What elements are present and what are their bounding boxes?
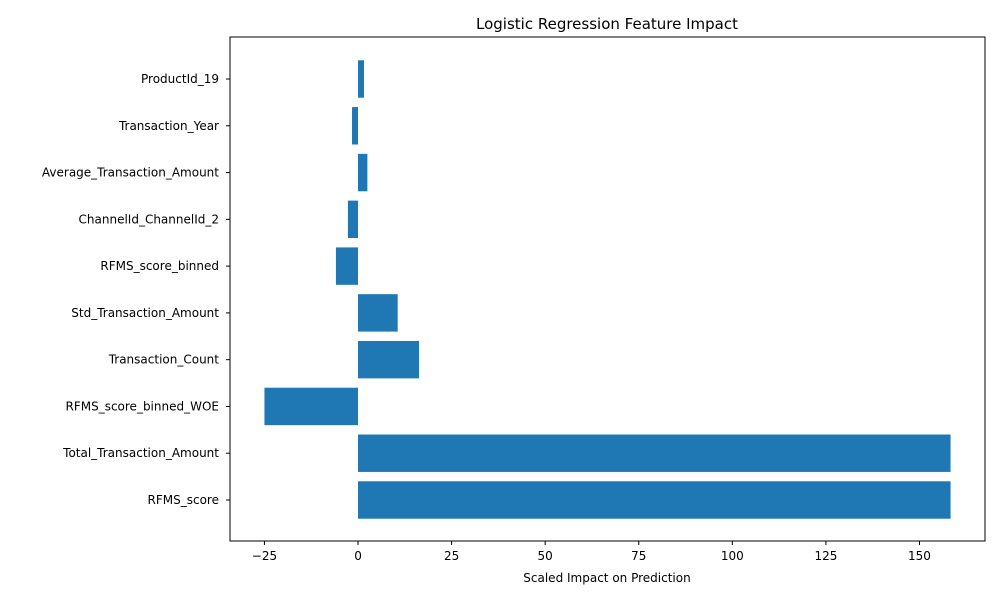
y-tick-label: ChannelId_ChannelId_2 — [79, 212, 219, 226]
bar-rfms-score-binned-woe — [264, 387, 359, 426]
bar-channelid-channelid-2 — [347, 200, 359, 239]
y-tick-label: RFMS_score — [148, 493, 219, 507]
x-tick-label: 150 — [908, 549, 931, 563]
bar-rfms-score-binned — [335, 247, 359, 285]
bar-transaction-year — [352, 107, 359, 145]
y-tick-label: Transaction_Year — [118, 119, 219, 133]
chart-title: Logistic Regression Feature Impact — [476, 15, 738, 33]
y-tick-label: Average_Transaction_Amount — [42, 166, 219, 180]
x-axis-title: Scaled Impact on Prediction — [523, 571, 690, 585]
x-tick-label: 75 — [631, 549, 646, 563]
plot-frame — [229, 36, 986, 542]
bar-productid-19 — [358, 60, 365, 98]
y-tick-label: Total_Transaction_Amount — [62, 446, 219, 460]
y-tick-label: Transaction_Count — [108, 353, 220, 367]
x-tick-label: 0 — [354, 549, 362, 563]
x-tick-label: 125 — [814, 549, 837, 563]
y-tick-label: Std_Transaction_Amount — [71, 306, 219, 320]
x-axis: −25 0 25 50 75 100 125 150 — [252, 541, 931, 563]
bars-layer — [264, 60, 951, 519]
bar-average-transaction-amount — [358, 153, 368, 192]
x-tick-label: 50 — [538, 549, 553, 563]
y-axis: RFMS_score Total_Transaction_Amount RFMS_s… — [42, 72, 230, 507]
x-tick-label: 100 — [721, 549, 744, 563]
x-tick-label: −25 — [252, 549, 277, 563]
bar-total-transaction-amount — [358, 434, 951, 472]
bar-transaction-count — [358, 340, 420, 379]
bar-std-transaction-amount — [358, 294, 398, 332]
y-tick-label: RFMS_score_binned_WOE — [65, 399, 219, 413]
bar-rfms-score — [358, 481, 951, 519]
y-tick-label: RFMS_score_binned — [100, 259, 219, 273]
y-tick-label: ProductId_19 — [141, 72, 219, 86]
x-tick-label: 25 — [444, 549, 459, 563]
